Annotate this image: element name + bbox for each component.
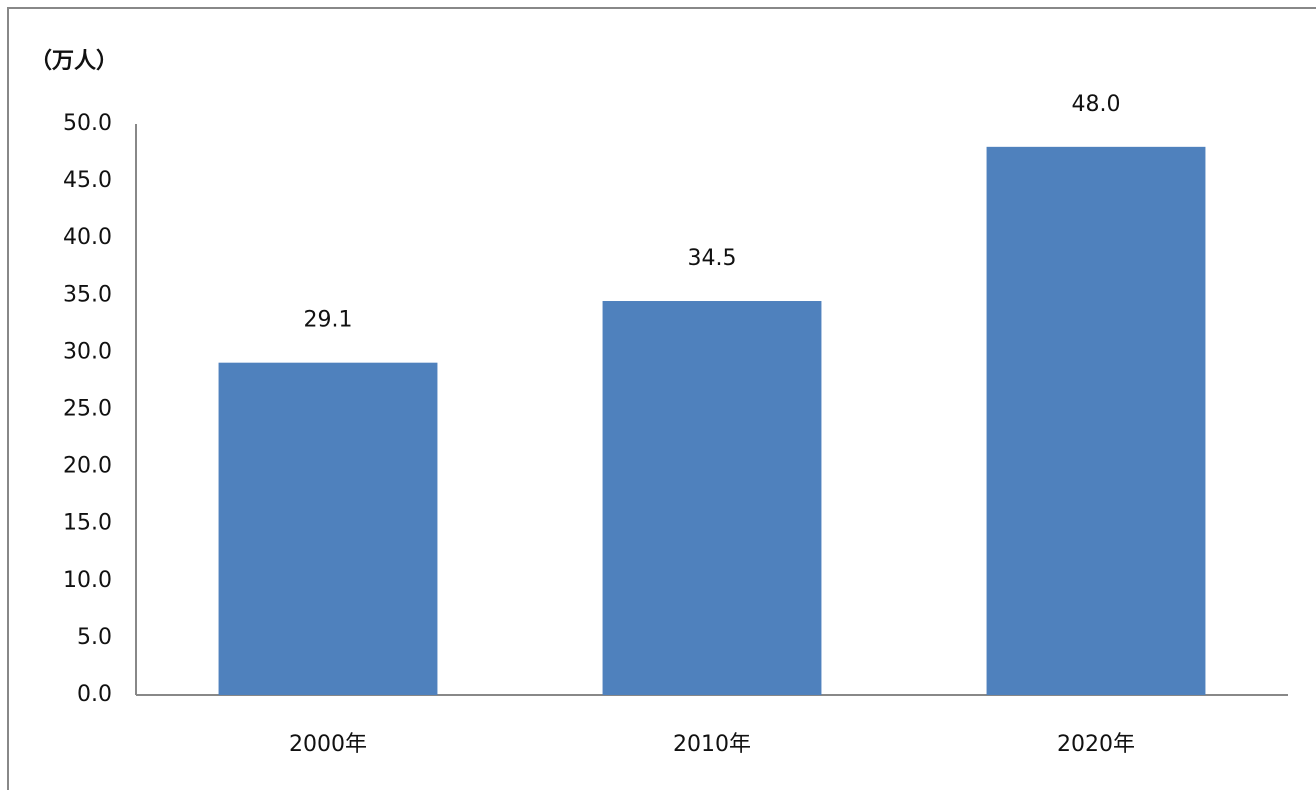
y-tick-label: 15.0 xyxy=(63,511,112,536)
x-tick-label: 2000年 xyxy=(289,732,367,757)
bar xyxy=(986,146,1206,696)
chart-frame xyxy=(7,7,1316,790)
y-tick-label: 5.0 xyxy=(77,625,112,650)
y-axis-label: （万人） xyxy=(30,49,118,74)
y-tick-label: 10.0 xyxy=(63,568,112,593)
bar xyxy=(602,301,822,695)
y-tick-label: 45.0 xyxy=(63,168,112,193)
value-label: 29.1 xyxy=(304,308,353,333)
bar xyxy=(218,362,438,695)
y-tick-label: 25.0 xyxy=(63,397,112,422)
y-tick-label: 30.0 xyxy=(63,339,112,364)
value-label: 48.0 xyxy=(1072,92,1121,117)
y-tick-label: 35.0 xyxy=(63,282,112,307)
value-label: 34.5 xyxy=(688,246,737,271)
y-tick-label: 40.0 xyxy=(63,225,112,250)
x-tick-label: 2020年 xyxy=(1057,732,1135,757)
x-tick-label: 2010年 xyxy=(673,732,751,757)
y-tick-label: 0.0 xyxy=(77,682,112,707)
y-tick-label: 20.0 xyxy=(63,454,112,479)
y-tick-label: 50.0 xyxy=(63,111,112,136)
